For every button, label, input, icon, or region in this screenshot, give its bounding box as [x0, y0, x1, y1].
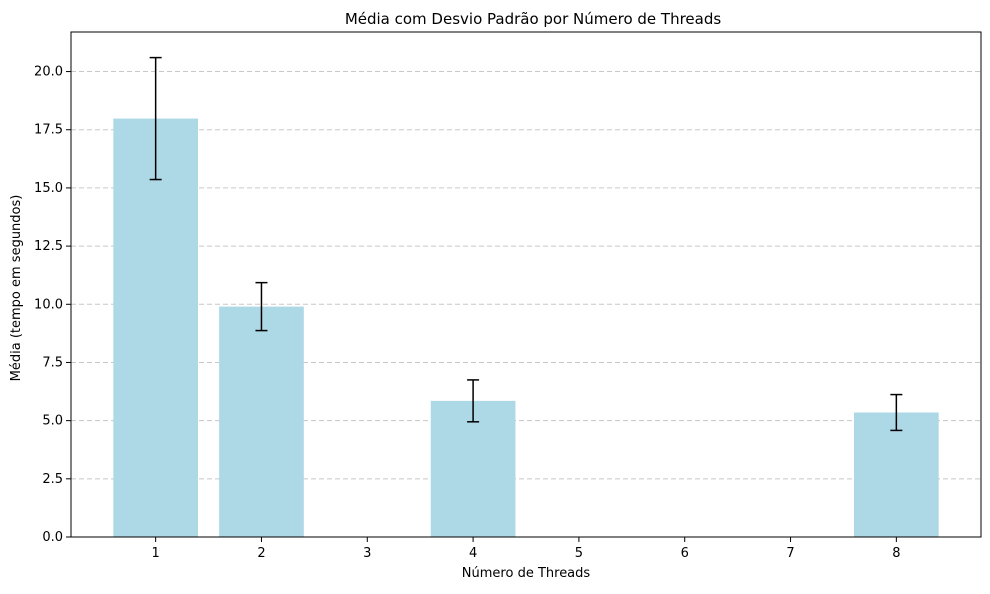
- bar-threads-1: [113, 118, 198, 538]
- bar-threads-2: [219, 306, 304, 537]
- y-tick-label: 5.0: [42, 414, 63, 429]
- grid-layer: [71, 71, 981, 538]
- bar-threads-4: [430, 400, 516, 537]
- y-tick-layer: 0.0 2.5 5.0 7.5 10.0 12.5 15.0 17.5 20.0: [34, 65, 71, 545]
- error-layer: [149, 56, 903, 432]
- y-tick-label: 20.0: [34, 65, 63, 80]
- y-tick-label: 15.0: [34, 181, 63, 196]
- x-tick-label: 8: [892, 546, 900, 561]
- x-tick-label: 6: [681, 546, 689, 561]
- y-axis-label: Média (tempo em segundos): [9, 195, 24, 382]
- y-tick-label: 2.5: [42, 472, 63, 487]
- plot-frame: [70, 31, 982, 538]
- y-tick-label: 12.5: [34, 239, 63, 254]
- x-tick-layer: 1 2 3 4 5 6 7 8: [152, 537, 900, 561]
- x-tick-label: 2: [257, 546, 265, 561]
- y-tick-label: 17.5: [34, 123, 63, 138]
- x-tick-label: 5: [575, 546, 583, 561]
- chart-title: Média com Desvio Padrão por Número de Th…: [345, 10, 722, 28]
- y-tick-label: 7.5: [42, 355, 63, 370]
- x-tick-label: 4: [469, 546, 477, 561]
- x-axis-label: Número de Threads: [462, 566, 591, 581]
- bar-threads-8: [854, 412, 939, 537]
- x-tick-label: 7: [786, 546, 794, 561]
- x-tick-label: 1: [152, 546, 160, 561]
- bar-layer: [113, 118, 939, 538]
- x-tick-label: 3: [363, 546, 371, 561]
- y-tick-label: 10.0: [34, 297, 63, 312]
- y-tick-label: 0.0: [42, 530, 63, 545]
